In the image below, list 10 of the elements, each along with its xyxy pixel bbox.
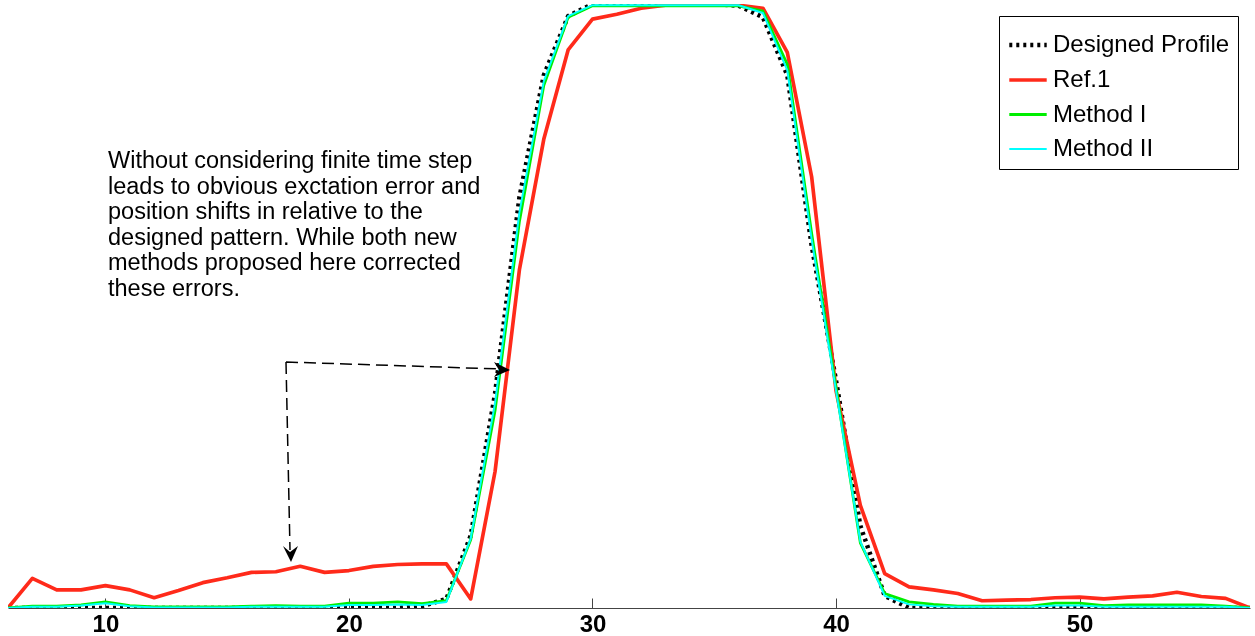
legend-label: Method II [1053,134,1154,161]
annotation: Without considering finite time step leads to obvious exctation error and position shifts in relative to the designed pattern. While both new methods proposed here corrected these errors. [108,147,482,301]
x-tick-label: 10 [92,609,120,636]
legend-label: Ref.1 [1053,65,1111,92]
x-tick-label: 50 [1066,609,1094,636]
x-tick-label: 30 [579,609,607,636]
x-tick-label: 40 [823,609,850,636]
x-tick-label: 20 [336,609,363,636]
legend-label: Designed Profile [1053,30,1230,57]
legend-label: Method I [1053,99,1147,127]
